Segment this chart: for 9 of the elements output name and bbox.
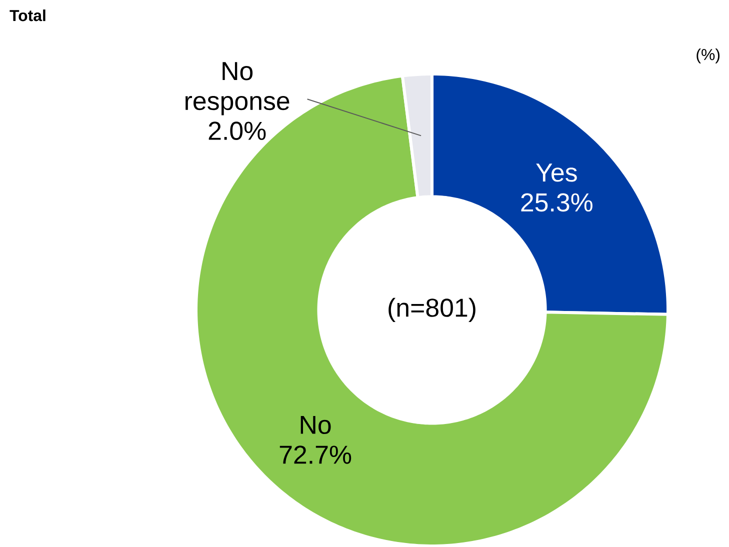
text: (%) bbox=[696, 48, 720, 64]
text: (n=801) bbox=[388, 298, 476, 322]
data-label: 72.7% bbox=[280, 446, 352, 464]
data-label: 2.0% bbox=[208, 122, 266, 140]
data-label: 25.3% bbox=[521, 193, 592, 212]
slice-label: Yes bbox=[536, 164, 577, 182]
slice-label: No bbox=[300, 416, 331, 434]
text: Total bbox=[10, 10, 46, 22]
slice-label: No response bbox=[186, 62, 290, 116]
